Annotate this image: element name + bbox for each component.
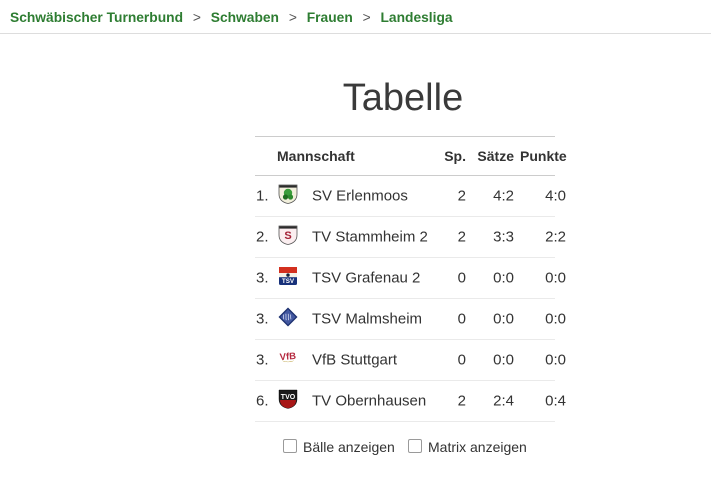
svg-text:TSV: TSV bbox=[282, 278, 295, 285]
svg-text:VfB: VfB bbox=[279, 351, 296, 363]
svg-text:S: S bbox=[284, 230, 291, 242]
svg-text:TVO: TVO bbox=[281, 394, 296, 401]
